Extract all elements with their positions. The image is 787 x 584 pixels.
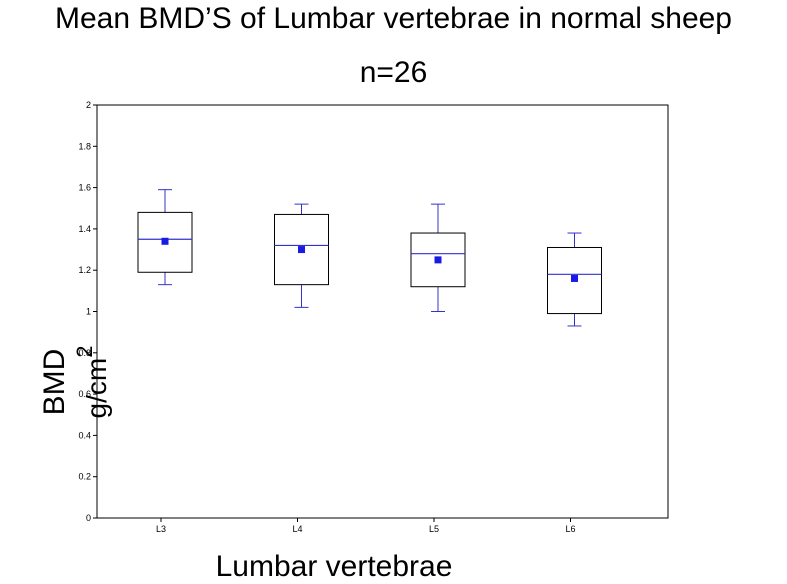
y-tick-label: 0.4 (78, 430, 91, 440)
y-axis: 0 0.2 0.4 0.6 0.8 1 1.2 1.4 1.6 1.8 2 (78, 100, 97, 523)
x-tick-label: L6 (565, 524, 575, 534)
y-tick-label: 1.6 (78, 183, 91, 193)
box-L5 (410, 203, 466, 312)
box-iqr (137, 211, 193, 273)
chart-title: Mean BMD’S of Lumbar vertebrae in normal… (55, 2, 732, 35)
y-tick-label: 2 (86, 100, 91, 110)
box-iqr (274, 213, 329, 286)
y-tick-label: 1.4 (78, 224, 91, 234)
mean-marker (434, 256, 442, 264)
mean-marker (571, 274, 578, 282)
plot-area-border (96, 104, 669, 519)
y-tick-label: 0.2 (78, 472, 91, 482)
x-axis-title: Lumbar vertebrae (215, 550, 453, 583)
y-tick-label: 0 (86, 513, 91, 523)
mean-marker (298, 246, 305, 254)
y-tick-label: 0.8 (78, 348, 91, 358)
box-L6 (547, 232, 602, 327)
box-L4 (274, 203, 329, 308)
y-tick-label: 1.8 (78, 141, 91, 151)
box-iqr (410, 232, 466, 288)
x-tick-label: L4 (292, 524, 302, 534)
x-axis: L3 L4 L5 L6 (156, 518, 576, 534)
y-tick-label: 1.2 (78, 265, 91, 275)
x-tick-label: L3 (156, 524, 166, 534)
plot-frame (96, 104, 669, 519)
boxes (137, 189, 602, 327)
y-tick-label: 0.6 (78, 389, 91, 399)
box-iqr (547, 246, 602, 315)
mean-marker (161, 237, 169, 245)
y-tick-label: 1 (86, 307, 91, 317)
chart-subtitle: n=26 (359, 56, 428, 89)
box-L3 (137, 189, 193, 286)
x-tick-label: L5 (429, 524, 439, 534)
